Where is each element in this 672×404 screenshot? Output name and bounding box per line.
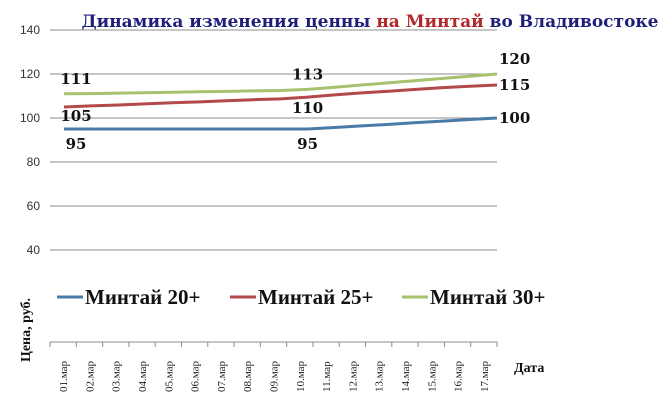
- x-tick-label: 11.мар: [321, 361, 333, 392]
- data-label: 105: [60, 107, 91, 125]
- y-tick-label: 120: [20, 67, 40, 81]
- data-label: 95: [66, 135, 87, 153]
- chart-title: Динамика изменения ценны на Минтай во Вл…: [82, 12, 659, 32]
- data-label: 111: [60, 70, 91, 88]
- x-tick-label: 06.мар: [190, 360, 202, 392]
- legend-label-3: Минтай 30+: [430, 285, 545, 309]
- x-tick-label: 09.мар: [269, 360, 281, 392]
- x-tick-label: 12.мар: [347, 360, 359, 392]
- x-tick-label: 03.мар: [111, 360, 123, 392]
- y-tick-label: 60: [27, 199, 41, 213]
- data-labels: 95 95 100 105 110 115 111 113 120: [60, 50, 530, 153]
- x-tick-label: 16.мар: [453, 360, 465, 392]
- data-label: 95: [297, 135, 318, 153]
- legend: Минтай 20+ Минтай 25+ Минтай 30+: [52, 280, 545, 314]
- x-tick-label: 07.мар: [216, 360, 228, 392]
- y-tick-label: 100: [20, 111, 40, 125]
- chart-title-part: Динамика изменения ценны: [82, 12, 377, 32]
- legend-label-1: Минтай 20+: [85, 285, 200, 309]
- series-lines: [63, 72, 498, 131]
- x-tick-label: 01.мар: [58, 360, 70, 392]
- data-label: 113: [292, 65, 323, 83]
- series-line-1: [64, 116, 498, 131]
- x-tick-label: 04.мар: [137, 360, 149, 392]
- series-line-2: [63, 83, 498, 109]
- y-axis-ticks: 40 60 80 100 120 140: [20, 23, 40, 257]
- x-tick-label: 05.мар: [163, 360, 175, 392]
- chart-title-part: на Минтай: [376, 12, 484, 32]
- legend-label-2: Минтай 25+: [258, 285, 373, 309]
- x-tick-label: 13.мар: [374, 360, 386, 392]
- x-tick-label: 14.мар: [400, 360, 412, 392]
- data-label: 115: [499, 76, 530, 94]
- x-axis: 01.мар 02.мар 03.мар 04.мар 05.мар 06.мар 07.м…: [49, 341, 498, 392]
- chart-title-part: во Владивостоке: [484, 12, 659, 32]
- series-line-3: [63, 72, 498, 96]
- data-label: 120: [499, 50, 530, 68]
- x-tick-label: 10.мар: [295, 360, 307, 392]
- x-axis-title: Дата: [514, 361, 544, 376]
- y-tick-label: 80: [27, 155, 41, 169]
- x-tick-label: 17.мар: [479, 360, 491, 392]
- x-tick-label: 02.мар: [84, 360, 96, 392]
- y-tick-label: 40: [27, 243, 41, 257]
- x-tick-label: 15.мар: [426, 360, 438, 392]
- y-tick-label: 140: [20, 23, 40, 37]
- x-tick-label: 08.мар: [242, 360, 254, 392]
- data-label: 100: [499, 109, 530, 127]
- data-label: 110: [292, 99, 323, 117]
- y-axis-title: Цена, руб.: [19, 298, 34, 362]
- gridlines: [50, 29, 497, 251]
